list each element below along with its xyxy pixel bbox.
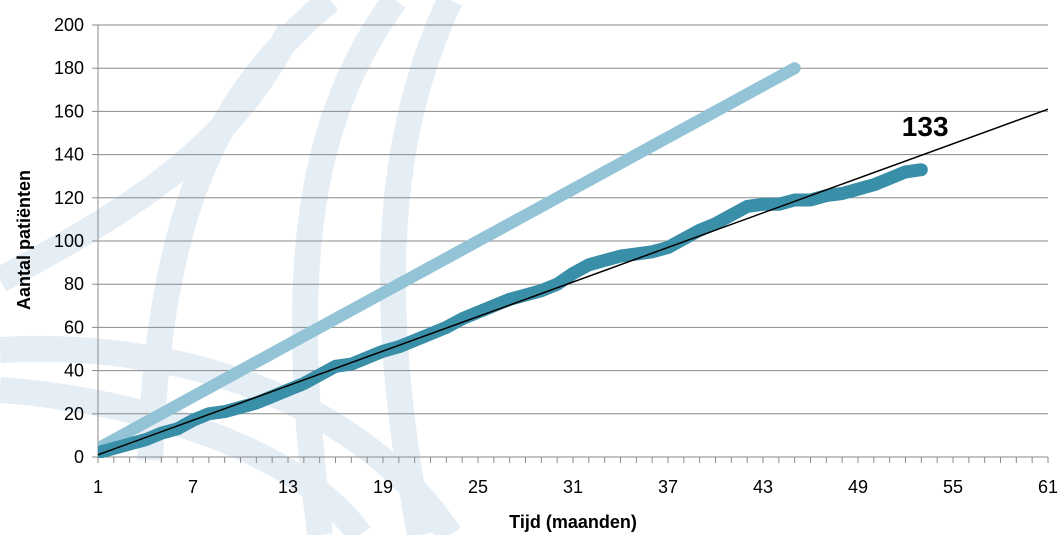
- y-tick-label: 0: [74, 447, 84, 467]
- x-tick-label: 55: [943, 477, 963, 497]
- y-tick-label: 200: [54, 15, 84, 35]
- x-tick-label: 49: [848, 477, 868, 497]
- annotation-label: 133: [902, 111, 949, 142]
- series-line-target: [98, 62, 801, 455]
- y-tick-labels: 0 20 40 60 80 100 120 140 160 180 200: [54, 15, 84, 467]
- y-tick-label: 20: [64, 404, 84, 424]
- series-lines: [98, 62, 1048, 458]
- y-tick-label: 120: [54, 188, 84, 208]
- y-axis-title: Aantal patiënten: [14, 170, 34, 310]
- y-tick-label: 80: [64, 274, 84, 294]
- x-tick-label: 37: [658, 477, 678, 497]
- y-tick-label: 160: [54, 101, 84, 121]
- y-tick-label: 180: [54, 58, 84, 78]
- x-tick-label: 61: [1038, 477, 1058, 497]
- x-axis-title: Tijd (maanden): [509, 512, 637, 532]
- y-tick-label: 60: [64, 317, 84, 337]
- y-tick-label: 100: [54, 231, 84, 251]
- x-tick-label: 31: [563, 477, 583, 497]
- x-tick-label: 43: [753, 477, 773, 497]
- x-tick-label: 13: [278, 477, 298, 497]
- y-tick-label: 140: [54, 145, 84, 165]
- gridlines: [98, 24, 1048, 458]
- x-tick-labels: 1 7 13 19 25 31 37 43 49 55 61: [93, 477, 1058, 497]
- y-tick-label: 40: [64, 361, 84, 381]
- series-line-trend: [98, 108, 1048, 456]
- x-tick-label: 25: [468, 477, 488, 497]
- x-tick-label: 19: [373, 477, 393, 497]
- annotations: 133: [902, 111, 949, 142]
- background-watermark: [0, 0, 462, 535]
- axes: [92, 24, 1049, 463]
- series-line-actual: [98, 163, 928, 458]
- x-tick-label: 7: [188, 477, 198, 497]
- x-tick-label: 1: [93, 477, 103, 497]
